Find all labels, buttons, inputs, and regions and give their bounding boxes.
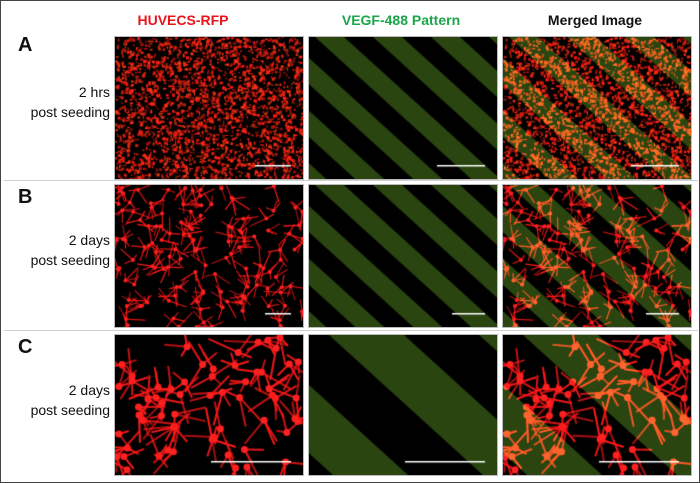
- micrograph-a-3: [502, 36, 692, 180]
- micrograph-c-2: [308, 334, 498, 476]
- micrograph-a-2: [308, 36, 498, 180]
- row-label-c: 2 days post seeding: [30, 382, 110, 418]
- row-label-b: 2 days post seeding: [30, 232, 110, 268]
- column-header-vegf: VEGF-488 Pattern: [341, 12, 461, 28]
- column-header-merged: Merged Image: [547, 12, 643, 28]
- micrograph-c-3: [502, 334, 692, 476]
- micrograph-b-1: [114, 184, 304, 328]
- panel-letter-b: B: [18, 186, 33, 208]
- micrograph-a-1: [114, 36, 304, 180]
- row-divider: [4, 180, 698, 181]
- micrograph-b-2: [308, 184, 498, 328]
- row-divider: [4, 330, 698, 331]
- micrograph-c-1: [114, 334, 304, 476]
- row-label-a: 2 hrs post seeding: [30, 84, 110, 120]
- micrograph-b-3: [502, 184, 692, 328]
- panel-letter-a: A: [18, 34, 33, 56]
- panel-letter-c: C: [18, 336, 33, 358]
- column-header-rfp: HUVECS-RFP: [137, 12, 229, 28]
